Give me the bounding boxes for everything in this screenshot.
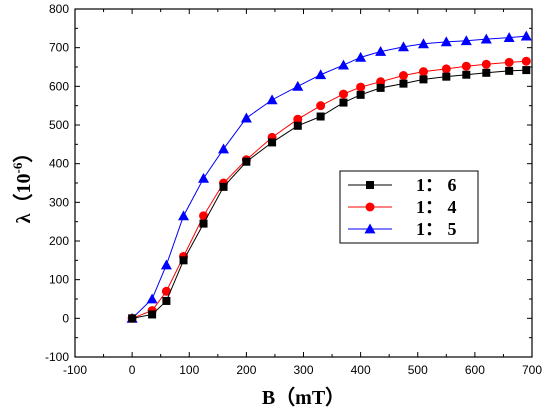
y-tick-label: 200	[49, 234, 69, 248]
x-tick-label: 300	[293, 363, 313, 377]
y-axis-title-exponent: -6	[10, 162, 25, 173]
data-point	[292, 80, 304, 91]
data-point	[522, 66, 531, 75]
data-point	[178, 210, 190, 221]
data-point	[128, 314, 137, 323]
y-axis-title-close: ）	[12, 143, 35, 163]
data-point	[397, 41, 409, 52]
data-point	[417, 38, 429, 49]
x-tick-label: 600	[465, 363, 485, 377]
data-point	[266, 94, 278, 105]
plot-area: -100 0 100 200 300 400 500 600 700 -100 0 100 200 300…	[45, 2, 542, 377]
y-axis-title-main: λ（	[12, 194, 35, 224]
data-point	[293, 114, 303, 124]
legend-item: 1： 6	[348, 175, 457, 195]
data-point	[198, 172, 210, 183]
y-axis-title: λ（10-6）	[10, 143, 35, 224]
data-point	[418, 67, 428, 77]
data-point	[505, 66, 514, 75]
data-point	[179, 256, 188, 265]
y-tick-label: 700	[49, 41, 69, 55]
data-point	[148, 310, 157, 319]
y-tick-label: -100	[45, 350, 69, 364]
data-point	[460, 35, 472, 46]
data-point	[356, 82, 366, 92]
data-point	[316, 112, 325, 121]
data-point	[199, 219, 208, 228]
data-point	[218, 143, 230, 154]
legend: 1： 61： 41： 5	[339, 170, 479, 244]
data-point	[480, 33, 492, 44]
legend-marker	[365, 202, 375, 212]
data-point	[441, 64, 451, 74]
legend-marker	[366, 181, 374, 189]
y-tick-label: 100	[49, 273, 69, 287]
data-point	[504, 57, 514, 67]
data-point	[161, 286, 171, 296]
data-point	[268, 138, 277, 147]
data-point	[356, 90, 365, 99]
x-tick-label: 400	[351, 363, 371, 377]
data-point	[219, 182, 228, 191]
data-point	[240, 112, 252, 123]
data-point	[242, 157, 251, 166]
x-tick-label: 100	[179, 363, 199, 377]
data-point	[399, 79, 408, 88]
legend-label: 1： 6	[416, 175, 457, 195]
data-point	[520, 30, 532, 41]
x-tick-label: -100	[63, 363, 87, 377]
y-tick-label: 800	[49, 2, 69, 16]
y-axis-title-base: 10	[13, 174, 35, 194]
x-tick-label: 0	[129, 363, 136, 377]
data-point	[315, 69, 327, 80]
data-point	[199, 211, 209, 221]
data-point	[355, 51, 367, 62]
series-2	[126, 30, 532, 323]
data-point	[482, 68, 491, 77]
data-point	[442, 72, 451, 81]
legend-item: 1： 4	[348, 197, 457, 217]
data-point	[419, 75, 428, 84]
legend-label: 1： 4	[416, 197, 457, 217]
data-point	[376, 83, 385, 92]
data-point	[398, 71, 408, 81]
data-point	[521, 56, 531, 66]
y-tick-label: 400	[49, 157, 69, 171]
data-point	[503, 32, 515, 43]
data-point	[440, 36, 452, 47]
data-point	[338, 89, 348, 99]
data-point	[339, 98, 348, 107]
legend-marker	[364, 223, 376, 234]
data-point	[337, 59, 349, 70]
y-tick-label: 500	[49, 118, 69, 132]
x-tick-label: 700	[522, 363, 542, 377]
data-point	[316, 101, 326, 111]
x-axis-title: B（mT）	[262, 386, 345, 409]
legend-item: 1： 5	[348, 219, 457, 239]
y-tick-label: 300	[49, 195, 69, 209]
series-layer	[126, 30, 532, 323]
x-tick-label: 200	[236, 363, 256, 377]
legend-label: 1： 5	[416, 219, 457, 239]
series-1	[127, 56, 531, 323]
data-point	[481, 59, 491, 69]
data-point	[293, 121, 302, 130]
series-line	[131, 35, 527, 319]
x-tick-label: 500	[408, 363, 428, 377]
data-point	[162, 296, 171, 305]
series-0	[128, 66, 531, 323]
data-point	[146, 293, 158, 304]
data-point	[375, 46, 387, 56]
data-point	[462, 70, 471, 79]
y-tick-label: 0	[62, 311, 69, 325]
data-point	[160, 259, 172, 270]
data-point	[461, 61, 471, 71]
y-tick-label: 600	[49, 79, 69, 93]
